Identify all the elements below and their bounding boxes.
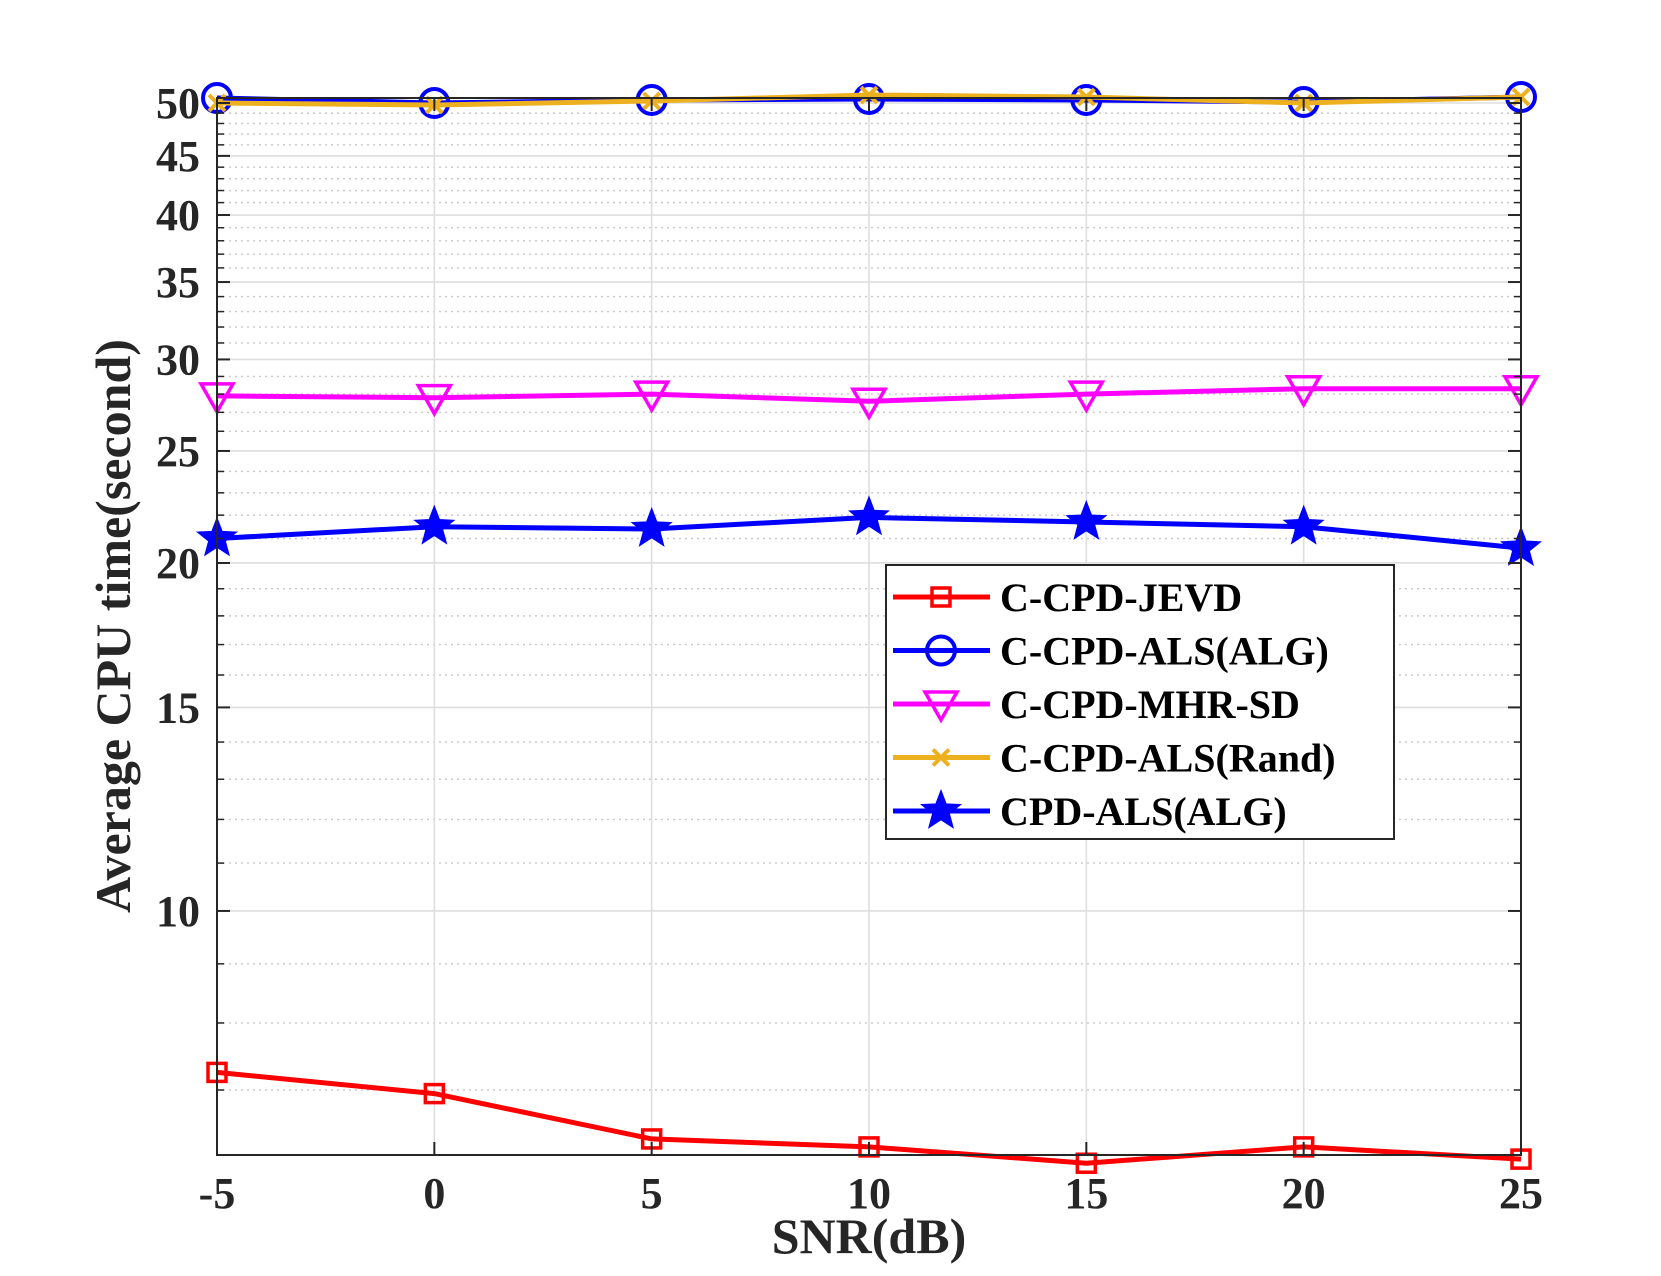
legend-marker (930, 586, 952, 608)
y-tick-label: 50 (156, 79, 200, 128)
legend-entry: C-CPD-ALS(Rand) (893, 736, 1336, 781)
ticks (216, 98, 1522, 1155)
data-point (859, 85, 879, 105)
data-point (630, 506, 673, 547)
legend-label: C-CPD-JEVD (1000, 575, 1242, 620)
legend-label: C-CPD-MHR-SD (1000, 682, 1300, 727)
data-point (849, 387, 889, 421)
legend-marker (921, 690, 961, 724)
data-point (1282, 504, 1325, 545)
y-tick-label: 10 (156, 887, 200, 936)
x-tick-label: 0 (423, 1169, 445, 1218)
y-tick-label: 15 (156, 683, 200, 732)
x-tick-label: -5 (199, 1169, 236, 1218)
data-point (1284, 374, 1323, 409)
x-tick-label: 5 (641, 1169, 663, 1218)
data-point (1067, 380, 1106, 414)
y-tick-label: 30 (156, 335, 200, 384)
y-tick-label: 20 (156, 539, 200, 588)
y-tick-label: 25 (156, 427, 200, 476)
legend-marker (931, 748, 951, 767)
legend-entry: C-CPD-MHR-SD (893, 682, 1300, 727)
data-point (423, 1082, 446, 1105)
series-line (216, 386, 1521, 404)
legend-label: CPD-ALS(ALG) (1000, 789, 1287, 834)
y-tick-label: 40 (156, 191, 200, 240)
legend-entry: C-CPD-JEVD (893, 575, 1242, 620)
x-tick-label: 25 (1499, 1169, 1543, 1218)
y-tick-label: 45 (156, 132, 200, 181)
x-tick-label: 10 (847, 1169, 891, 1218)
data-point (848, 495, 890, 536)
legend-marker (919, 788, 963, 829)
x-axis-label: SNR(dB) (772, 1208, 966, 1264)
legend-label: C-CPD-ALS(ALG) (1000, 629, 1329, 674)
legend-entry: C-CPD-ALS(ALG) (893, 629, 1329, 674)
data-point (415, 383, 454, 418)
legend: C-CPD-JEVD C-CPD-ALS(ALG) C-CPD-MHR-SD C-CP… (885, 564, 1395, 840)
x-tick-label: 15 (1064, 1169, 1108, 1218)
x-tick-label: 20 (1282, 1169, 1326, 1218)
data-point (413, 504, 456, 545)
y-axis-label: Average CPU time(second) (85, 339, 141, 913)
legend-label: C-CPD-ALS(Rand) (1000, 736, 1336, 781)
data-point (1070, 83, 1103, 116)
data-point (1065, 499, 1108, 540)
legend-entry: CPD-ALS(ALG) (893, 788, 1287, 834)
y-tick-label: 35 (156, 258, 200, 307)
legend-marker (925, 634, 957, 667)
data-point (632, 380, 671, 414)
